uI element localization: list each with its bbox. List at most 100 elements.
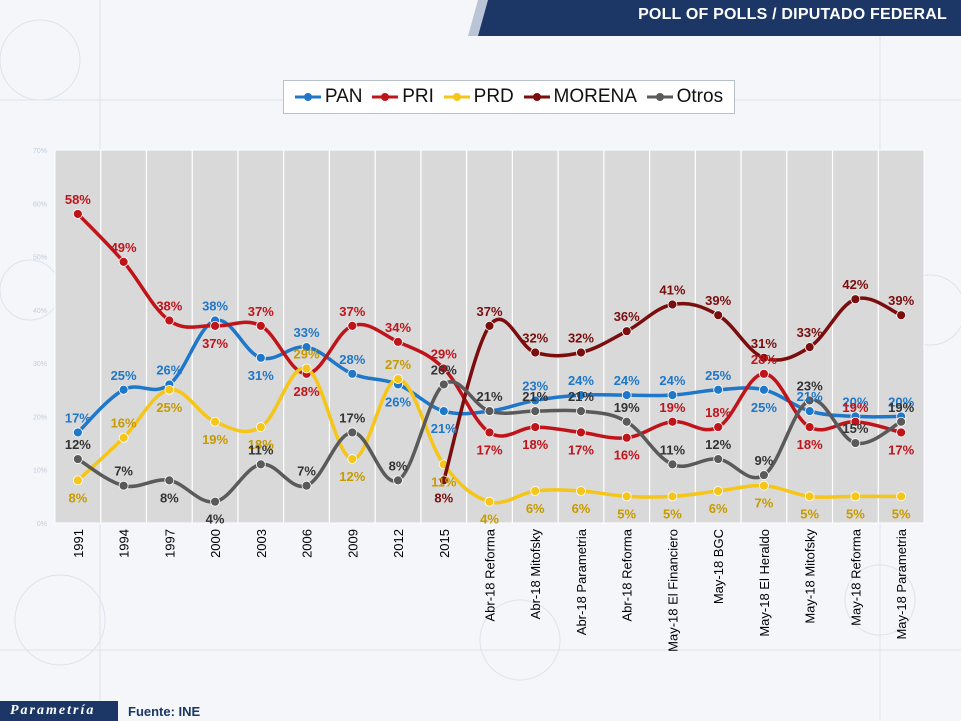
data-label-pri: 37% xyxy=(202,336,228,351)
data-label-pri: 49% xyxy=(111,240,137,255)
data-point-morena xyxy=(438,475,449,486)
data-point-pri xyxy=(255,320,266,331)
data-point-prd xyxy=(621,491,632,502)
data-point-otros xyxy=(713,454,724,464)
legend-swatch-prd-icon xyxy=(443,93,470,101)
data-label-prd: 25% xyxy=(156,400,182,415)
data-point-pri xyxy=(164,315,175,326)
data-label-pan: 25% xyxy=(111,368,137,383)
data-point-prd xyxy=(484,496,495,507)
data-point-otros xyxy=(667,459,678,470)
legend-label-morena: MORENA xyxy=(553,86,637,107)
legend-swatch-otros-icon xyxy=(646,93,673,101)
data-label-pan: 24% xyxy=(568,373,594,388)
data-point-prd xyxy=(72,475,83,486)
data-label-pri: 16% xyxy=(614,448,640,463)
data-label-morena: 36% xyxy=(614,309,640,324)
data-label-otros: 21% xyxy=(522,389,548,404)
data-point-pan xyxy=(576,390,586,401)
data-point-morena xyxy=(530,347,541,358)
data-label-morena: 8% xyxy=(434,490,453,505)
data-point-morena xyxy=(484,320,495,331)
data-label-otros: 21% xyxy=(476,389,502,404)
x-tick-label: May-18 El Heraldo xyxy=(757,529,772,637)
data-point-pri xyxy=(347,320,358,331)
data-label-pri: 17% xyxy=(476,442,502,457)
data-point-pan xyxy=(621,390,632,401)
data-point-otros xyxy=(393,475,403,486)
data-point-prd xyxy=(667,491,678,502)
data-label-prd: 18% xyxy=(248,437,274,452)
y-tick-label: 10% xyxy=(33,468,47,475)
data-label-pan: 21% xyxy=(431,421,457,436)
data-label-morena: 42% xyxy=(842,277,868,292)
data-label-pan: 24% xyxy=(614,373,640,388)
x-tick-label: Abr-18 Reforma xyxy=(483,528,498,621)
data-label-otros: 12% xyxy=(65,437,91,452)
data-label-otros: 15% xyxy=(842,421,868,436)
y-tick-label: 50% xyxy=(33,255,47,262)
x-tick-label: May-18 Parametria xyxy=(894,528,909,639)
data-point-otros xyxy=(896,416,907,427)
data-point-prd xyxy=(576,486,586,496)
data-point-otros xyxy=(576,406,586,417)
data-label-pri: 18% xyxy=(705,405,731,420)
data-label-otros: 7% xyxy=(297,464,316,479)
data-point-pri xyxy=(759,368,769,379)
data-label-otros: 11% xyxy=(248,442,274,457)
data-point-prd xyxy=(347,454,358,464)
y-tick-label: 30% xyxy=(33,361,47,368)
x-tick-label: Abr-18 Parametria xyxy=(574,528,589,635)
legend-swatch-pri-icon xyxy=(372,93,399,101)
data-label-morena: 31% xyxy=(751,336,777,351)
data-label-otros: 7% xyxy=(114,464,133,479)
data-point-pan xyxy=(255,352,266,363)
data-label-pan: 26% xyxy=(156,362,182,377)
data-point-pan xyxy=(347,368,358,379)
parametria-logo: Parametría xyxy=(0,701,118,721)
data-point-pan xyxy=(118,384,129,395)
data-point-pri xyxy=(118,256,129,267)
x-tick-label: May-18 Reforma xyxy=(848,528,863,626)
data-point-pan xyxy=(713,384,724,395)
data-label-prd: 16% xyxy=(111,416,137,431)
data-label-otros: 4% xyxy=(206,512,225,527)
data-point-otros xyxy=(210,496,220,507)
data-point-pri xyxy=(896,427,907,438)
data-label-prd: 8% xyxy=(68,490,87,505)
data-point-pri xyxy=(621,432,632,443)
data-label-pan: 23% xyxy=(522,378,548,393)
data-point-otros xyxy=(438,379,449,390)
data-point-pan xyxy=(667,390,678,401)
data-point-pan xyxy=(804,406,815,417)
data-label-pan: 17% xyxy=(65,410,91,425)
data-label-otros: 17% xyxy=(339,410,365,425)
x-tick-label: 2015 xyxy=(437,529,452,558)
data-label-morena: 33% xyxy=(797,325,823,340)
data-label-pan: 31% xyxy=(248,368,274,383)
data-point-morena xyxy=(621,326,632,337)
legend-item-pan: PAN xyxy=(294,86,363,108)
data-point-pri xyxy=(804,422,815,432)
data-point-prd xyxy=(255,422,266,432)
y-tick-label: 60% xyxy=(33,201,47,208)
x-tick-label: May-18 Mitofsky xyxy=(803,529,818,624)
x-tick-label: 2009 xyxy=(345,529,360,558)
legend-item-pri: PRI xyxy=(372,86,434,108)
y-tick-label: 20% xyxy=(33,414,47,421)
data-label-pri: 17% xyxy=(568,442,594,457)
data-label-pan: 24% xyxy=(659,373,685,388)
data-point-prd xyxy=(759,480,769,491)
data-label-prd: 11% xyxy=(431,474,457,489)
data-point-pan xyxy=(438,406,449,417)
data-label-otros: 11% xyxy=(660,442,686,457)
data-point-pan xyxy=(72,427,83,438)
data-label-pri: 17% xyxy=(888,442,914,457)
data-point-pri xyxy=(438,363,449,374)
data-point-pri xyxy=(576,427,586,438)
data-label-prd: 5% xyxy=(846,506,865,521)
data-label-prd: 5% xyxy=(617,506,636,521)
data-label-prd: 5% xyxy=(892,506,911,521)
chart-legend: PAN PRI PRD MORENA Otros xyxy=(283,80,735,114)
